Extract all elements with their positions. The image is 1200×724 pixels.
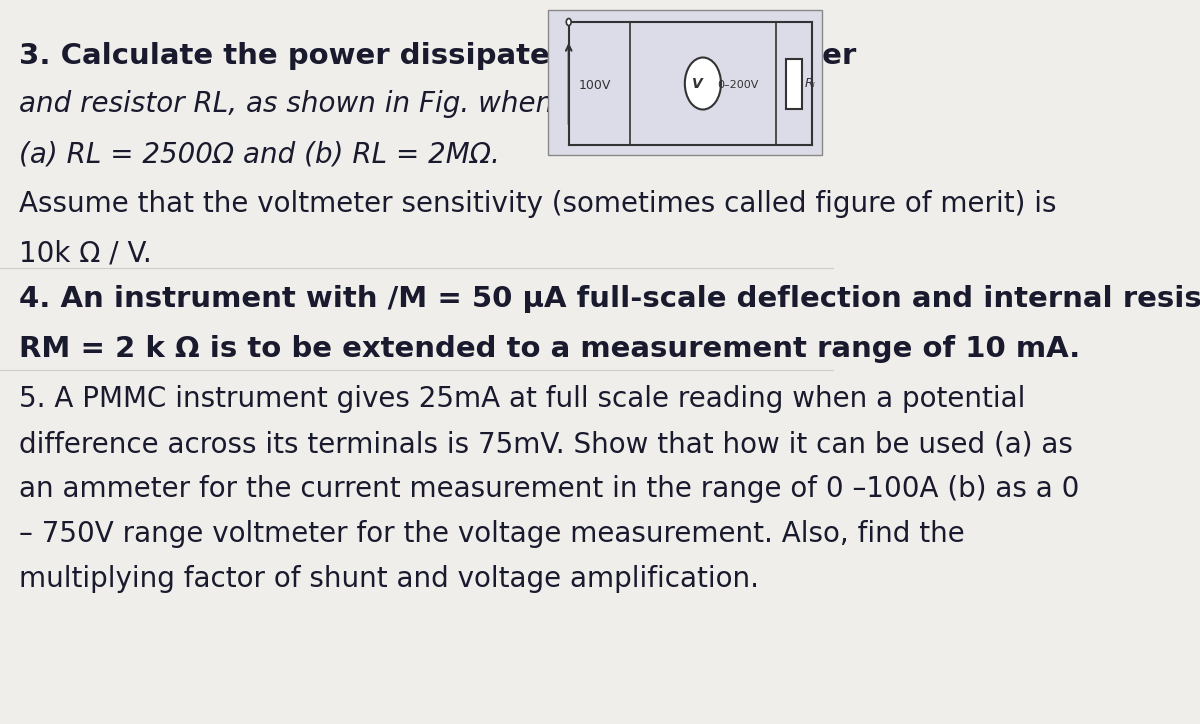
Text: multiplying factor of shunt and voltage amplification.: multiplying factor of shunt and voltage … [19,565,760,593]
Text: difference across its terminals is 75mV. Show that how it can be used (a) as: difference across its terminals is 75mV.… [19,430,1073,458]
Text: (a) RL = 2500Ω and (b) RL = 2MΩ.: (a) RL = 2500Ω and (b) RL = 2MΩ. [19,140,500,168]
Text: 5. A PMMC instrument gives 25mA at full scale reading when a potential: 5. A PMMC instrument gives 25mA at full … [19,385,1026,413]
Text: 4. An instrument with /M = 50 µA full-scale deflection and internal resistance: 4. An instrument with /M = 50 µA full-sc… [19,285,1200,313]
Text: and resistor RL, as shown in Fig. when,: and resistor RL, as shown in Fig. when, [19,90,563,118]
Text: 3. Calculate the power dissipated by the voltmeter: 3. Calculate the power dissipated by the… [19,42,857,70]
Circle shape [566,19,571,25]
FancyBboxPatch shape [548,10,822,155]
Text: V: V [692,77,703,91]
Text: 100V: 100V [578,79,611,92]
Text: Rₗ: Rₗ [804,77,815,90]
Circle shape [685,57,721,109]
FancyBboxPatch shape [786,59,802,109]
Text: Assume that the voltmeter sensitivity (sometimes called figure of merit) is: Assume that the voltmeter sensitivity (s… [19,190,1057,218]
Text: 10k Ω / V.: 10k Ω / V. [19,240,152,268]
Text: 0–200V: 0–200V [718,80,758,90]
Text: – 750V range voltmeter for the voltage measurement. Also, find the: – 750V range voltmeter for the voltage m… [19,520,965,548]
Text: RM = 2 k Ω is to be extended to a measurement range of 10 mA.: RM = 2 k Ω is to be extended to a measur… [19,335,1081,363]
Text: an ammeter for the current measurement in the range of 0 –100A (b) as a 0: an ammeter for the current measurement i… [19,475,1080,503]
